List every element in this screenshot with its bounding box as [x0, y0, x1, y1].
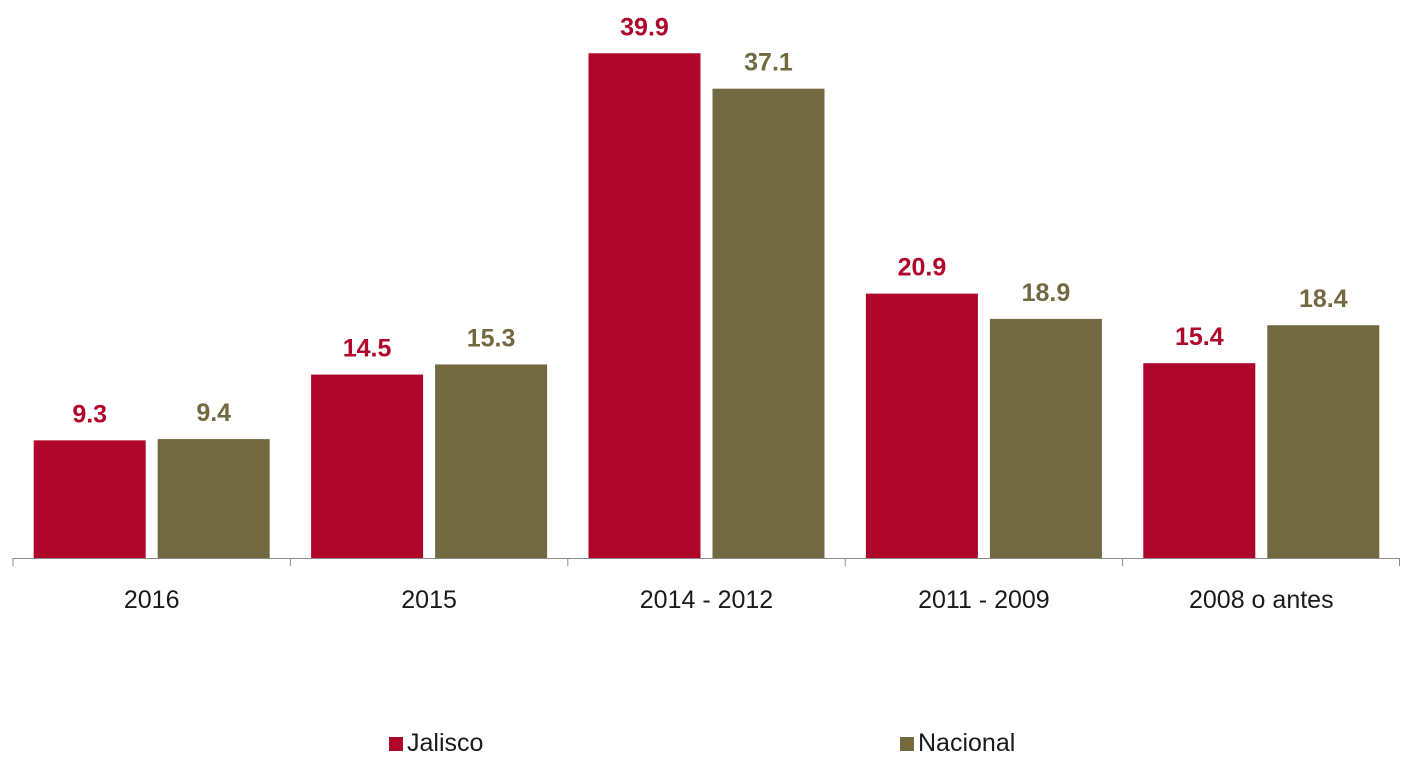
value-label-jalisco-2: 39.9	[620, 13, 669, 41]
value-label-nacional-0: 9.4	[196, 399, 231, 427]
bar-jalisco-2	[588, 53, 701, 558]
bar-nacional-4	[1267, 325, 1380, 558]
value-label-jalisco-4: 15.4	[1175, 323, 1224, 351]
value-label-nacional-1: 15.3	[467, 324, 516, 352]
value-label-nacional-4: 18.4	[1299, 285, 1348, 313]
bar-jalisco-3	[865, 293, 978, 558]
x-axis-ticks: 2016 2015 2014 - 2012 2011 - 2009 2008 o ant…	[12, 558, 1400, 614]
x-tick-label-0: 2016	[124, 586, 180, 614]
bar-nacional-3	[989, 318, 1102, 558]
bar-nacional-0	[157, 439, 270, 558]
value-label-jalisco-1: 14.5	[343, 335, 392, 363]
value-labels-layer: 9.3 9.4 14.5 15.3 39.9 37.1 20.9 18.9 15.4 18.4	[72, 13, 1347, 428]
bar-jalisco-0	[33, 440, 146, 558]
bars-layer	[33, 53, 1380, 558]
legend-swatch-jalisco	[389, 737, 403, 751]
bar-nacional-2	[712, 88, 825, 558]
legend: Jalisco Nacional	[389, 729, 1015, 757]
value-label-jalisco-3: 20.9	[898, 254, 947, 282]
bar-jalisco-1	[311, 374, 424, 558]
bar-jalisco-4	[1143, 363, 1256, 558]
x-tick-label-3: 2011 - 2009	[918, 586, 1050, 614]
legend-swatch-nacional	[900, 737, 914, 751]
x-tick-label-1: 2015	[401, 586, 457, 614]
legend-label-nacional: Nacional	[918, 729, 1015, 757]
bar-nacional-1	[435, 364, 548, 558]
x-tick-label-2: 2014 - 2012	[640, 586, 773, 614]
value-label-jalisco-0: 9.3	[72, 400, 107, 428]
x-tick-label-4: 2008 o antes	[1189, 586, 1334, 614]
value-label-nacional-3: 18.9	[1022, 279, 1071, 307]
value-label-nacional-2: 37.1	[744, 49, 793, 77]
legend-label-jalisco: Jalisco	[407, 729, 483, 757]
